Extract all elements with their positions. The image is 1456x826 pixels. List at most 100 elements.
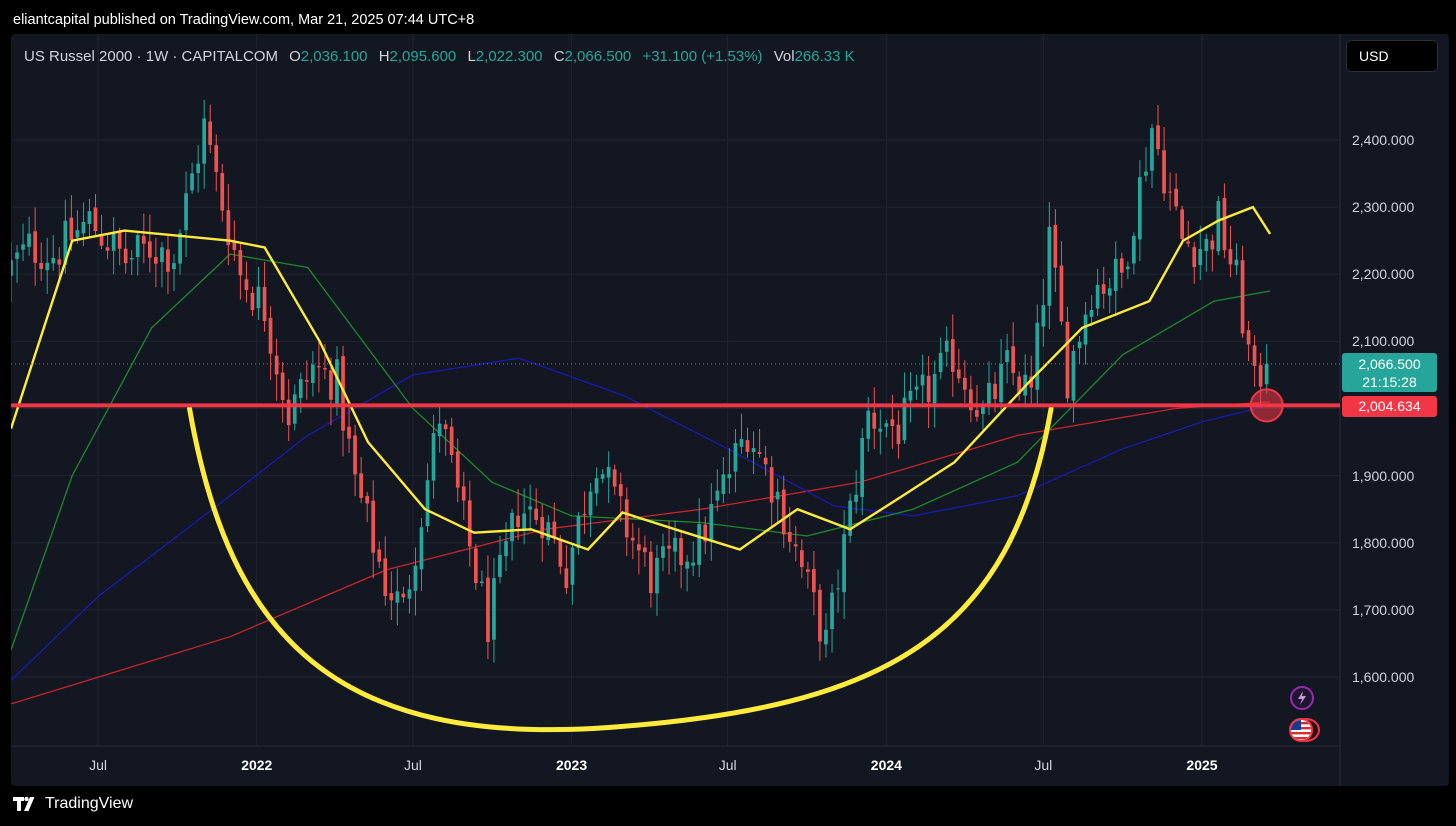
candle-body: [51, 257, 56, 264]
candle: [715, 469, 720, 512]
candle-body: [407, 589, 412, 599]
candle-body: [516, 515, 520, 528]
candle-body: [1053, 224, 1058, 268]
candle: [51, 235, 56, 271]
candle-body: [1005, 350, 1009, 363]
candle: [1264, 344, 1269, 394]
candle: [377, 541, 382, 568]
candle: [884, 419, 889, 438]
candle-body: [220, 173, 225, 211]
candle: [123, 229, 128, 274]
candle: [99, 215, 104, 250]
y-tick-label: 2,200.000: [1352, 266, 1415, 283]
candle: [751, 431, 756, 475]
candle: [1083, 301, 1088, 365]
candle-body: [763, 457, 768, 465]
candle: [950, 314, 955, 397]
open-label: O: [289, 48, 301, 65]
candle: [383, 536, 388, 606]
candle: [480, 570, 484, 587]
currency-selector[interactable]: USD: [1346, 40, 1438, 72]
candle-body: [93, 207, 98, 232]
candle: [1198, 225, 1203, 281]
candle: [467, 480, 472, 567]
candle: [963, 360, 967, 403]
candle-body: [353, 435, 357, 475]
candle: [920, 354, 925, 406]
candle-body: [111, 233, 116, 251]
chart-frame[interactable]: [11, 34, 1449, 786]
candle-body: [1150, 128, 1154, 171]
candle-body: [987, 382, 991, 404]
candle-body: [830, 592, 834, 629]
candle-body: [872, 412, 877, 429]
candle: [1119, 252, 1124, 289]
candle: [769, 456, 774, 529]
highlight-circle: [1249, 388, 1284, 423]
candle-body: [395, 591, 400, 603]
candle: [286, 379, 291, 441]
candle: [781, 475, 786, 548]
price-chart[interactable]: [11, 34, 1449, 786]
candle: [528, 484, 532, 532]
us-flag-icon[interactable]: [1289, 718, 1313, 742]
candle-body: [141, 235, 146, 244]
candle: [256, 266, 261, 320]
candle: [956, 348, 961, 384]
candle-body: [637, 544, 641, 551]
candle-body: [461, 486, 466, 501]
candle-body: [15, 252, 19, 259]
candle: [818, 583, 822, 661]
candle: [437, 406, 442, 453]
candle-body: [824, 629, 828, 645]
candle-body: [594, 478, 599, 494]
footer-brand-text: TradingView: [45, 795, 134, 812]
candle-body: [570, 547, 575, 585]
candle-body: [975, 410, 979, 417]
close-label: C: [553, 48, 565, 65]
candle-body: [190, 173, 194, 191]
candle-body: [81, 222, 86, 234]
candle-body: [401, 593, 406, 598]
candle-body: [981, 406, 985, 414]
candle-body: [860, 438, 864, 497]
candle-body: [624, 499, 629, 538]
candle-body: [709, 504, 714, 542]
candle-body: [836, 588, 840, 590]
candle: [461, 471, 466, 520]
candle: [75, 210, 80, 244]
candle: [582, 491, 587, 534]
candle-body: [800, 550, 804, 568]
candle: [129, 249, 134, 276]
candle-body: [679, 538, 683, 566]
candle-body: [576, 515, 581, 549]
candle: [606, 451, 611, 503]
candle: [353, 424, 357, 497]
candle-body: [178, 232, 182, 264]
candle-body: [842, 534, 846, 593]
candle: [522, 488, 526, 545]
candle-body: [1174, 188, 1178, 207]
candle-body: [1246, 330, 1251, 345]
candle-body: [1264, 363, 1269, 385]
candle-body: [425, 480, 430, 527]
lightning-icon[interactable]: [1290, 686, 1314, 710]
candle: [800, 539, 804, 578]
candle: [148, 214, 152, 273]
candle-body: [552, 521, 557, 539]
low-value: 2,022.300: [475, 48, 543, 65]
candle: [105, 234, 110, 260]
candle-body: [443, 424, 448, 430]
candle: [419, 517, 424, 591]
candle-body: [528, 506, 532, 510]
candle: [600, 469, 605, 484]
candle-body: [999, 364, 1003, 403]
candle-body: [1107, 288, 1112, 296]
candle-body: [854, 494, 858, 502]
candle-body: [522, 513, 526, 531]
candle-body: [649, 551, 653, 594]
candle: [570, 542, 575, 605]
candle-body: [1017, 376, 1021, 394]
last-price-value: 2,066.500: [1358, 356, 1421, 372]
candle: [914, 374, 919, 400]
